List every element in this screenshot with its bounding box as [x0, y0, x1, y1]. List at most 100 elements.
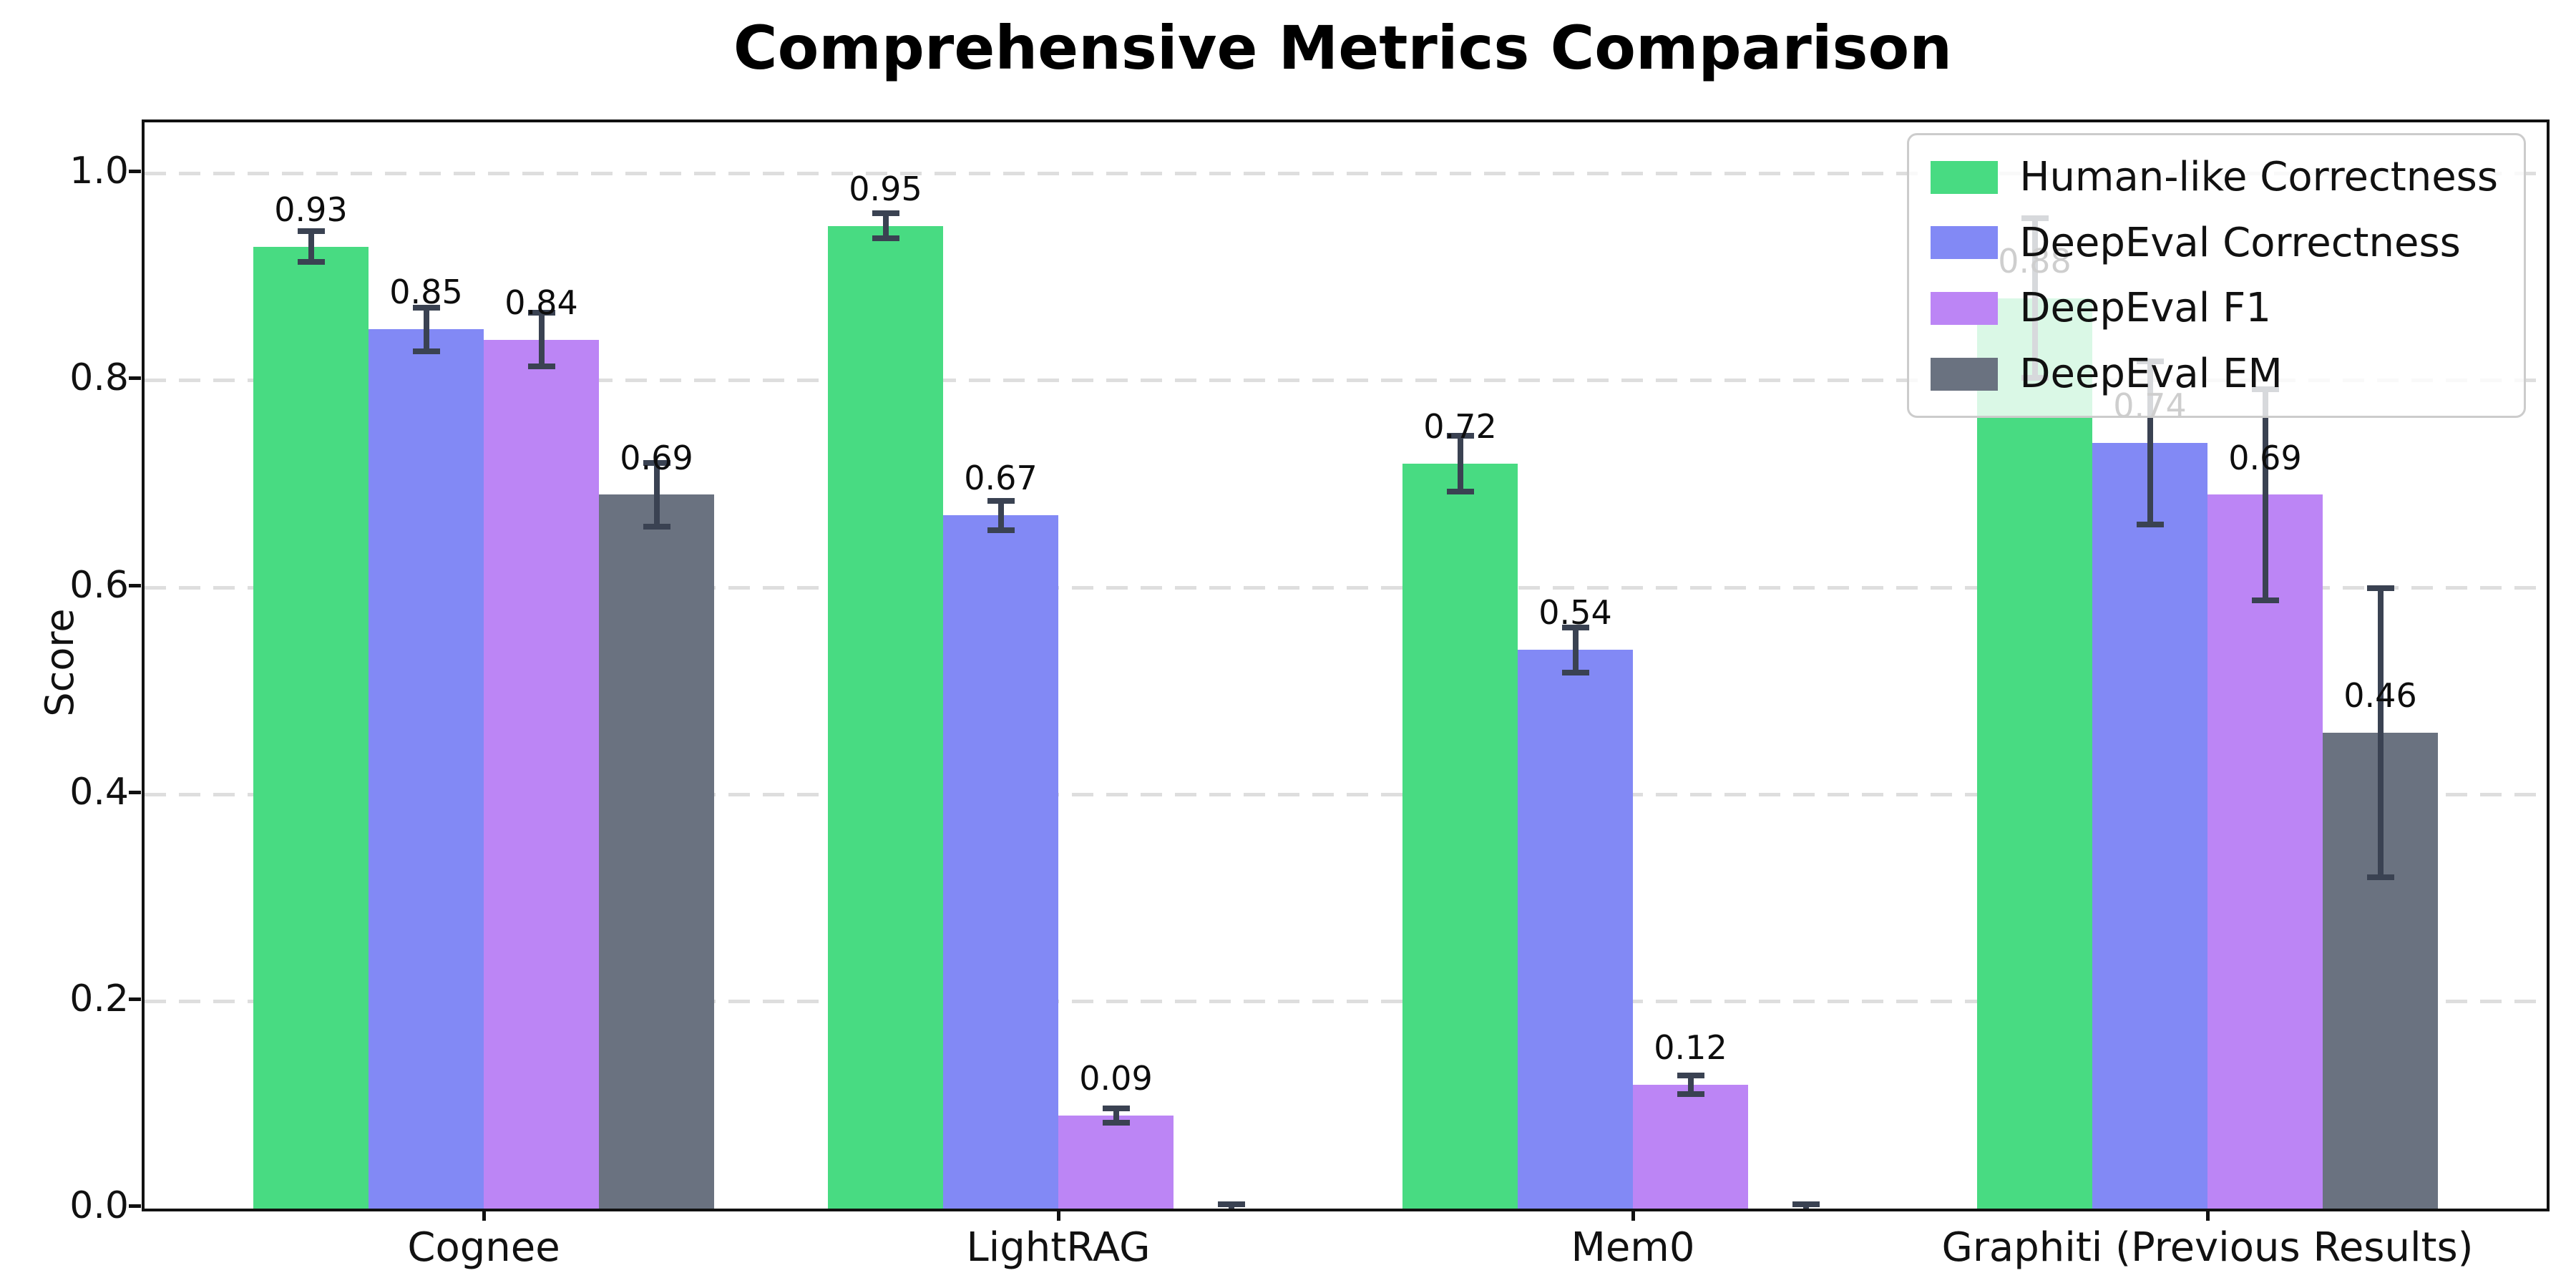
y-tick-mark: [129, 997, 141, 1001]
error-bar-cap-top: [1677, 1072, 1704, 1078]
bar: [1633, 1084, 1748, 1209]
legend-label: Human-like Correctness: [2019, 154, 2498, 200]
legend-row: DeepEval EM: [1931, 352, 2498, 396]
bar: [599, 494, 714, 1209]
x-tick-mark: [1057, 1209, 1060, 1221]
gridline-0.8: [145, 379, 2547, 383]
error-bar-cap-bottom: [2251, 597, 2279, 603]
y-tick-label: 0.6: [69, 563, 129, 607]
x-tick-mark: [482, 1209, 486, 1221]
legend: Human-like Correctness DeepEval Correctne…: [1907, 133, 2526, 419]
error-bar-cap-top: [1217, 1201, 1245, 1208]
y-tick-label: 0.2: [69, 977, 129, 1020]
bar: [2207, 494, 2323, 1209]
bar: [828, 225, 943, 1209]
bar-value-label: 0.12: [1654, 1028, 1727, 1067]
error-bar-cap-top: [297, 228, 325, 234]
y-tick-mark: [129, 1204, 141, 1208]
bar-value-label: 0.69: [620, 438, 693, 477]
y-tick-label: 0.0: [69, 1184, 129, 1227]
error-bar-line: [1687, 1075, 1694, 1094]
error-bar-cap-bottom: [1677, 1091, 1704, 1097]
legend-label: DeepEval Correctness: [2019, 219, 2461, 266]
error-bar-cap-bottom: [1561, 670, 1589, 676]
bar-value-label: 0.69: [2228, 438, 2302, 477]
bar: [1402, 464, 1518, 1209]
error-bar-cap-top: [1792, 1201, 1820, 1208]
gridline-0.4: [145, 792, 2547, 796]
bar-value-label: 0.95: [849, 169, 922, 208]
error-bar-line: [538, 313, 545, 367]
x-tick-label: Graphiti (Previous Results): [1941, 1224, 2474, 1271]
bar: [253, 246, 369, 1209]
x-tick-mark: [1631, 1209, 1635, 1221]
legend-swatch: [1931, 357, 1999, 391]
error-bar-cap-top: [643, 459, 670, 466]
legend-label: DeepEval F1: [2019, 285, 2271, 332]
error-bar-line: [2147, 361, 2153, 525]
error-bar-cap-bottom: [412, 348, 440, 354]
bar: [943, 515, 1058, 1209]
error-bar-line: [1113, 1108, 1119, 1123]
error-bar-cap-bottom: [1102, 1120, 1130, 1126]
legend-swatch: [1931, 291, 1999, 325]
error-bar-line: [1572, 627, 1579, 673]
legend-row: DeepEval F1: [1931, 286, 2498, 331]
error-bar-line: [1457, 436, 1463, 492]
gridline-0.6: [145, 585, 2547, 590]
error-bar-line: [423, 307, 429, 351]
bar: [369, 329, 484, 1209]
error-bar-line: [2377, 587, 2384, 878]
error-bar-cap-bottom: [2366, 874, 2394, 881]
y-tick-label: 1.0: [69, 150, 129, 193]
error-bar-line: [997, 501, 1004, 530]
legend-row: DeepEval Correctness: [1931, 219, 2498, 266]
legend-row: Human-like Correctness: [1931, 155, 2498, 200]
gridline-0.2: [145, 999, 2547, 1003]
x-tick-label: LightRAG: [966, 1224, 1151, 1271]
error-bar-cap-bottom: [1446, 489, 1474, 495]
bar-value-label: 0.93: [274, 190, 348, 229]
error-bar-cap-bottom: [643, 524, 670, 530]
legend-swatch: [1931, 226, 1999, 260]
error-bar-cap-top: [2366, 585, 2394, 591]
y-tick-mark: [129, 583, 141, 587]
error-bar-cap-bottom: [987, 527, 1015, 533]
bar: [1518, 650, 1633, 1209]
error-bar-line: [653, 462, 660, 527]
bar: [1977, 298, 2092, 1209]
bar-value-label: 0.84: [504, 283, 578, 322]
y-tick-mark: [129, 376, 141, 381]
bar-value-label: 0.46: [2343, 676, 2417, 716]
y-tick-mark: [129, 170, 141, 174]
x-tick-mark: [2206, 1209, 2210, 1221]
error-bar-cap-top: [527, 310, 555, 316]
bar: [484, 339, 599, 1209]
error-bar-cap-top: [1102, 1105, 1130, 1111]
error-bar-cap-bottom: [297, 259, 325, 265]
bar-value-label: 0.54: [1538, 593, 1612, 633]
error-bar-cap-top: [412, 304, 440, 311]
error-bar-cap-top: [872, 210, 899, 217]
legend-swatch: [1931, 160, 1999, 194]
y-tick-mark: [129, 790, 141, 794]
error-bar-line: [882, 213, 889, 238]
error-bar-cap-top: [1561, 624, 1589, 630]
error-bar-cap-bottom: [2136, 522, 2164, 528]
error-bar-line: [2262, 389, 2268, 600]
bar-value-label: 0.85: [389, 273, 463, 312]
error-bar-cap-top: [987, 498, 1015, 504]
y-axis-title: Score: [37, 608, 83, 717]
error-bar-cap-bottom: [872, 235, 899, 241]
x-tick-label: Cognee: [407, 1224, 560, 1271]
bar: [1058, 1115, 1174, 1209]
error-bar-line: [308, 230, 314, 263]
bar: [2092, 443, 2207, 1209]
y-tick-label: 0.4: [69, 770, 129, 814]
chart-title: Comprehensive Metrics Comparison: [733, 13, 1953, 83]
y-tick-label: 0.8: [69, 356, 129, 400]
bar-value-label: 0.67: [964, 459, 1038, 498]
error-bar-cap-top: [1446, 433, 1474, 439]
legend-label: DeepEval EM: [2019, 350, 2283, 397]
